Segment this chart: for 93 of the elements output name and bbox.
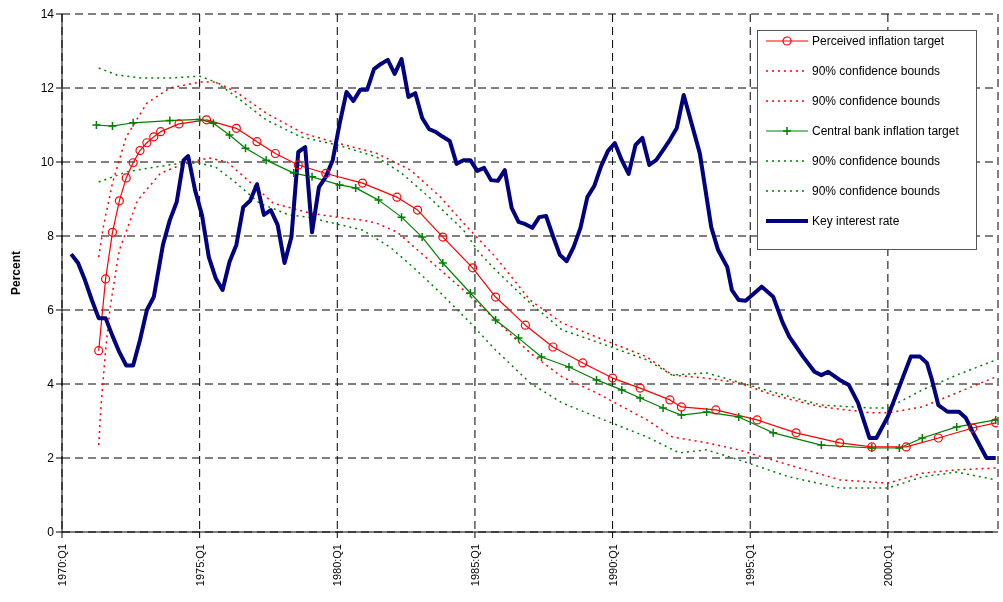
point	[901, 442, 911, 452]
point	[791, 428, 801, 438]
x-tick-label: 1995:Q1	[744, 544, 757, 587]
point	[438, 258, 448, 268]
point	[933, 433, 943, 443]
point	[768, 428, 778, 438]
y-tick-label: 4	[47, 377, 55, 392]
point	[835, 438, 845, 448]
point	[121, 173, 131, 183]
legend-label: Key interest rate	[812, 214, 900, 228]
point	[201, 115, 212, 125]
point	[536, 352, 547, 362]
x-tick-label: 1990:Q1	[606, 544, 619, 587]
point	[350, 183, 361, 193]
line-series	[69, 57, 998, 460]
point	[676, 402, 687, 412]
point	[357, 178, 368, 188]
point	[208, 118, 219, 128]
legend-label: 90% confidence bounds	[812, 184, 941, 198]
point	[465, 288, 476, 298]
point	[676, 410, 687, 420]
point	[417, 232, 427, 242]
x-tick-label: 1985:Q1	[468, 544, 481, 587]
point	[734, 412, 744, 422]
point	[617, 385, 627, 395]
point	[94, 346, 104, 356]
point	[968, 423, 978, 433]
legend-label: 90% confidence bounds	[812, 64, 941, 78]
y-tick-label: 12	[40, 81, 55, 96]
point	[224, 130, 235, 140]
y-tick-label: 6	[47, 303, 55, 318]
point	[307, 172, 317, 182]
point	[894, 443, 905, 453]
point	[490, 292, 501, 302]
x-tick-label: 1970:Q1	[56, 544, 68, 587]
point	[607, 373, 618, 383]
point	[951, 422, 962, 432]
point	[701, 407, 712, 417]
point	[128, 118, 138, 128]
point	[392, 192, 402, 202]
y-tick-label: 10	[40, 155, 55, 170]
y-tick-label: 0	[47, 525, 55, 540]
point	[288, 168, 299, 178]
x-tick-label: 2000:Q1	[881, 544, 894, 587]
point	[252, 137, 262, 147]
point	[231, 123, 241, 133]
point	[293, 160, 303, 170]
point	[334, 180, 345, 190]
point	[917, 433, 928, 443]
point	[114, 196, 124, 206]
point	[520, 320, 531, 330]
point	[711, 405, 721, 415]
y-axis-title: Percent	[9, 250, 24, 296]
point	[100, 274, 111, 284]
point	[591, 375, 602, 385]
point	[752, 415, 762, 425]
legend-label: 90% confidence bounds	[812, 154, 941, 168]
point	[321, 168, 331, 179]
y-tick-label: 2	[47, 451, 55, 466]
point	[635, 383, 645, 393]
point	[548, 342, 558, 352]
x-tick-label: 1975:Q1	[193, 544, 206, 587]
point	[658, 403, 668, 413]
point	[135, 145, 145, 156]
point	[142, 138, 152, 148]
y-tick-label: 8	[47, 229, 55, 244]
point	[578, 358, 588, 368]
point	[261, 155, 271, 165]
point	[490, 315, 501, 325]
point	[816, 440, 827, 450]
point	[412, 205, 423, 215]
point	[635, 393, 645, 403]
legend-label: Central bank inflation target	[812, 124, 959, 138]
point	[128, 158, 138, 168]
legend-label: 90% confidence bounds	[812, 94, 941, 108]
point	[149, 132, 159, 142]
point	[156, 127, 166, 137]
point	[564, 362, 574, 372]
point	[373, 195, 384, 205]
point	[165, 115, 175, 126]
point	[438, 232, 448, 242]
point	[468, 263, 478, 273]
legend-label: Perceived inflation target	[812, 34, 945, 48]
y-tick-label: 14	[40, 7, 55, 22]
point	[396, 212, 407, 222]
point	[270, 148, 280, 159]
point	[107, 227, 118, 237]
point	[174, 119, 184, 129]
point	[107, 121, 118, 131]
point	[513, 333, 524, 343]
point	[91, 120, 102, 130]
x-tick-label: 1980:Q1	[331, 544, 344, 587]
point	[665, 395, 675, 405]
